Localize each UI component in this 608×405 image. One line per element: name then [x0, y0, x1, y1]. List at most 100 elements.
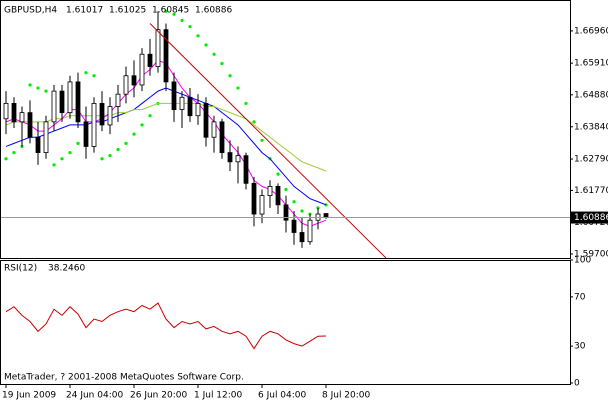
candle-body	[51, 90, 57, 123]
sar-dot	[164, 9, 168, 13]
sar-dot	[212, 52, 216, 56]
main-plot	[3, 9, 387, 258]
candle-body	[107, 106, 113, 126]
sar-dot	[100, 157, 104, 161]
sar-dot	[244, 101, 248, 106]
candle-body	[155, 29, 161, 67]
footer: MetaTrader, ? 2001-2008 MetaQuotes Softw…	[4, 373, 244, 383]
axes: 1.597001.607201.617701.627901.638401.648…	[1, 26, 608, 401]
y-tick-label: 1.64880	[574, 90, 608, 100]
candle-body	[179, 96, 185, 110]
candle-body	[43, 121, 49, 153]
x-tick-label: 26 Jun 20:00	[130, 391, 187, 401]
candle-body	[187, 96, 193, 117]
y-tick-label: 30	[574, 342, 586, 352]
sar-dot	[36, 86, 40, 90]
x-tick-label: 24 Jun 04:00	[66, 391, 123, 401]
candle-body	[115, 93, 121, 107]
sar-dot	[300, 209, 304, 213]
rsi-current: 38.2460	[48, 264, 85, 274]
candle-body	[91, 103, 97, 147]
candle-body	[219, 121, 225, 153]
candle-body	[227, 152, 233, 163]
sar-dot	[260, 138, 264, 142]
candle-body	[67, 81, 73, 114]
sar-dot	[92, 74, 96, 78]
sar-dot	[228, 74, 232, 78]
sar-dot	[132, 132, 136, 136]
sar-dot	[292, 200, 296, 204]
sar-dot	[52, 163, 56, 167]
rsi-plot	[5, 302, 327, 350]
candle-body	[163, 29, 169, 83]
sar-dot	[172, 12, 176, 16]
y-tick-label: 1.59700	[574, 250, 608, 260]
sar-dot	[180, 18, 184, 23]
candle-body	[19, 112, 25, 123]
header-open: 1.61017	[66, 6, 103, 16]
sar-dot	[276, 172, 280, 176]
current-price-label: 1.60886	[574, 213, 608, 223]
sar-dot	[68, 150, 72, 155]
rsi-panel	[0, 260, 571, 385]
sar-dot	[148, 114, 152, 118]
candle-body	[291, 219, 297, 233]
candle-body	[75, 81, 81, 123]
candle-body	[323, 213, 329, 218]
candle-body	[83, 121, 89, 147]
candle-body	[259, 195, 265, 215]
sar-dot	[84, 71, 88, 75]
candle-body	[267, 185, 273, 197]
candle-body	[139, 53, 145, 86]
trendline	[149, 23, 387, 258]
sar-dot	[124, 141, 128, 145]
candle-body	[283, 204, 289, 221]
sar-dot	[316, 206, 320, 210]
sar-dot	[284, 187, 288, 192]
header-close: 1.60886	[195, 6, 232, 16]
x-tick-label: 8 Jul 20:00	[322, 391, 371, 401]
current-price-box	[571, 211, 608, 224]
y-tick-label: 1.63840	[574, 122, 608, 132]
candle-body	[299, 232, 305, 243]
x-tick-label: 1 Jul 12:00	[194, 391, 243, 401]
sar-dot	[12, 150, 16, 155]
sar-dot	[60, 157, 64, 161]
symbol-title: GBPUSD,H4	[4, 6, 57, 16]
candle-body	[235, 155, 241, 163]
sar-dot	[252, 120, 256, 124]
y-tick-label: 1.61770	[574, 186, 608, 196]
sar-dot	[108, 154, 112, 158]
y-tick-label: 0	[574, 379, 580, 389]
y-tick-label: 100	[574, 256, 591, 266]
candle-body	[35, 136, 41, 153]
candle-body	[59, 90, 65, 114]
candle-body	[251, 182, 257, 215]
moving-average	[5, 102, 327, 172]
sar-dot	[140, 123, 144, 127]
sar-dot	[204, 43, 208, 47]
candle-body	[211, 121, 217, 138]
y-tick-label: 70	[574, 292, 586, 302]
candle-body	[131, 75, 137, 86]
sar-dot	[28, 83, 32, 87]
candle-body	[147, 53, 153, 67]
sar-dot	[4, 157, 8, 161]
sar-dot	[236, 86, 240, 90]
sar-dot	[116, 147, 120, 152]
rsi-title: RSI(12)	[4, 264, 37, 274]
header-high: 1.61025	[109, 6, 146, 16]
candle-body	[203, 103, 209, 138]
x-tick-label: 19 Jun 2009	[2, 391, 56, 401]
candle-body	[195, 103, 201, 117]
header-low: 1.60845	[152, 6, 189, 16]
y-tick-label: 1.66960	[574, 26, 608, 36]
sar-dot	[220, 61, 224, 66]
candle-body	[27, 112, 33, 138]
sar-dot	[196, 34, 200, 38]
sar-dot	[76, 141, 80, 145]
candle-body	[99, 103, 105, 126]
candle-body	[243, 155, 249, 184]
